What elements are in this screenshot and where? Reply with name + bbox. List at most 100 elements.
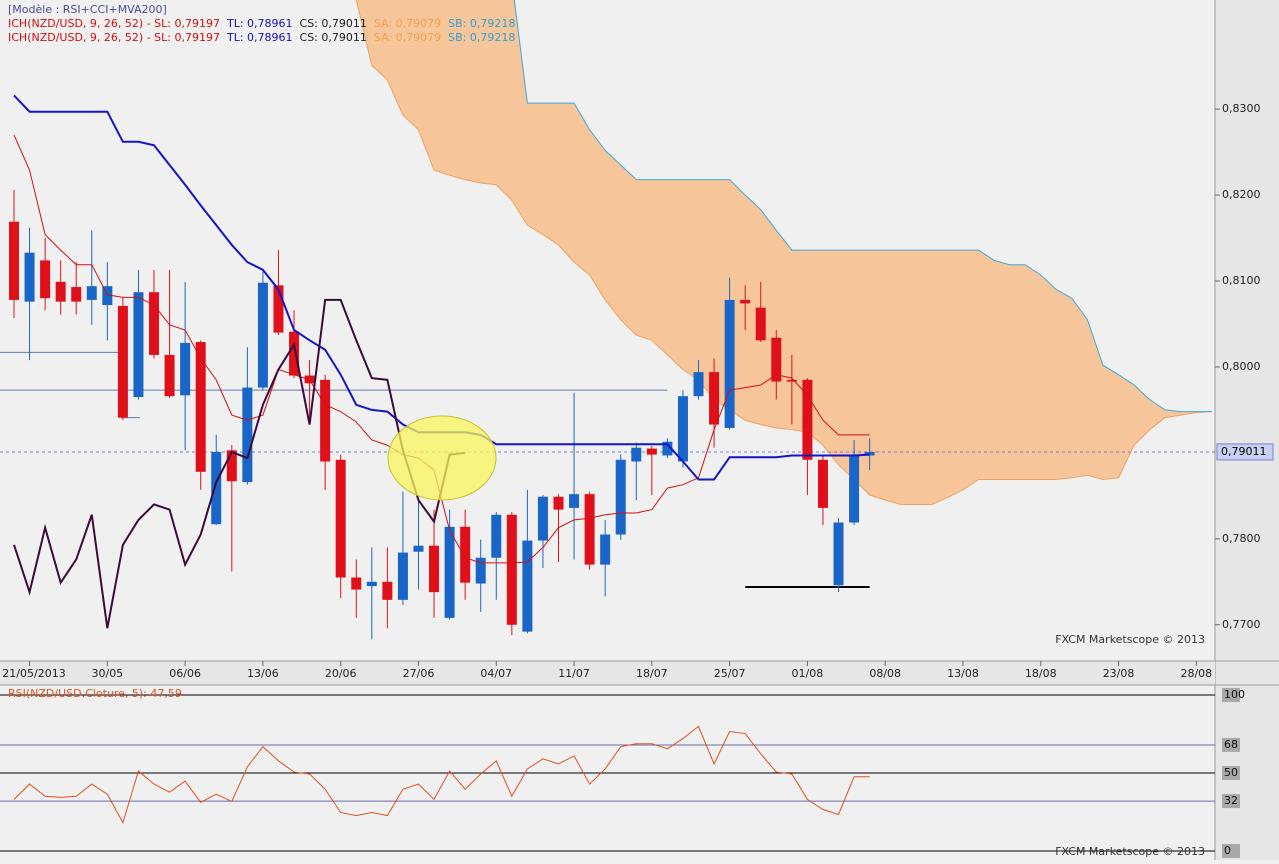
x-tick-label: 06/06 (169, 667, 201, 680)
candle-body (86, 286, 97, 300)
candle-body (600, 534, 611, 565)
x-tick-label: 13/06 (247, 667, 279, 680)
x-tick-label: 18/07 (636, 667, 668, 680)
last-price-label: 0,79011 (1221, 445, 1267, 458)
rsi-line (13, 725, 870, 824)
candle-body (460, 526, 471, 583)
candle-body (164, 354, 175, 397)
y-tick-label: 0,8300 (1222, 102, 1261, 115)
candle-body (149, 292, 160, 355)
x-tick-label: 20/06 (325, 667, 357, 680)
candle-body (9, 221, 20, 300)
watermark: FXCM Marketscope © 2013 (1055, 845, 1205, 858)
candle-body (242, 387, 253, 483)
candle-body (802, 379, 813, 460)
x-tick-label: 04/07 (480, 667, 512, 680)
candle-body (211, 452, 222, 525)
y-tick-label: 0,8200 (1222, 188, 1261, 201)
senkou-b (513, 0, 1212, 413)
x-tick-label: 18/08 (1025, 667, 1057, 680)
candle-body (335, 459, 346, 578)
candle-body (351, 577, 362, 590)
candle-body (537, 496, 548, 541)
y-tick-box (1222, 737, 1240, 752)
candle-body (397, 552, 408, 600)
candle-body (677, 396, 688, 462)
legend-entry: TL: 0,78961 (226, 31, 293, 44)
watermark: FXCM Marketscope © 2013 (1055, 633, 1205, 646)
y-tick-label: 0,7700 (1222, 618, 1261, 631)
candle-body (289, 331, 300, 376)
y-tick-box (1222, 843, 1240, 858)
senkou-a (355, 0, 1212, 505)
legend-entry: ICH(NZD/USD, 9, 26, 52) - SL: 0,79197 (8, 31, 220, 44)
candle-body (522, 540, 533, 632)
candle-body (786, 379, 797, 382)
candle-body (24, 252, 35, 302)
candle-body (724, 299, 735, 428)
candle-body (475, 557, 486, 584)
candle-body (506, 514, 517, 625)
x-tick-label: 27/06 (403, 667, 435, 680)
candle-body (584, 494, 595, 565)
x-tick-label: 13/08 (947, 667, 979, 680)
candle-body (257, 282, 268, 388)
candle-body (771, 337, 782, 382)
candle-body (195, 342, 206, 472)
candle-body (40, 260, 51, 299)
cloud (356, 0, 1212, 505)
candle-body (615, 459, 626, 535)
candle-body (366, 581, 377, 587)
legend-entry: CS: 0,79011 (300, 31, 367, 44)
candle-body (273, 285, 284, 333)
legend-entry: CS: 0,79011 (300, 17, 367, 30)
legend-entry: SB: 0,79218 (448, 31, 515, 44)
candle-body (662, 441, 673, 456)
candle-body (102, 286, 113, 306)
candle-body (491, 514, 502, 558)
legend-entry: SA: 0,79079 (374, 31, 441, 44)
candle-body (755, 307, 766, 341)
legend-entry: SA: 0,79079 (374, 17, 441, 30)
x-tick-label: 08/08 (869, 667, 901, 680)
y-tick-box (1222, 766, 1240, 781)
candle-body (849, 454, 860, 523)
candle-body (117, 305, 128, 418)
legend-entry: ICH(NZD/USD, 9, 26, 52) - SL: 0,79197 (8, 17, 220, 30)
candle-body (429, 545, 440, 593)
x-tick-label: 25/07 (714, 667, 746, 680)
legend-entry: TL: 0,78961 (226, 17, 293, 30)
candle-body (382, 581, 393, 600)
candle-body (413, 545, 424, 552)
y-tick-box (1222, 794, 1240, 809)
x-tick-label: 01/08 (792, 667, 824, 680)
indicator-line (13, 298, 466, 629)
y-tick-label: 0 (1224, 844, 1231, 857)
candle-body (740, 299, 751, 304)
x-tick-label: 30/05 (91, 667, 123, 680)
y-tick-label: 0,7800 (1222, 532, 1261, 545)
candle-body (55, 281, 66, 302)
x-axis-strip (0, 661, 1215, 685)
candle-body (444, 526, 455, 618)
candle-body (71, 287, 82, 302)
legend-line: ICH(NZD/USD, 9, 26, 52) - SL: 0,79197 TL:… (8, 17, 515, 30)
candle-body (226, 450, 237, 482)
candle-body (646, 448, 657, 455)
candle-body (693, 372, 704, 397)
rsi-plot (13, 725, 870, 824)
candle-body (833, 522, 844, 586)
legend-line: ICH(NZD/USD, 9, 26, 52) - SL: 0,79197 TL:… (8, 31, 515, 44)
y-tick-label: 0,8000 (1222, 360, 1261, 373)
legend-entry: SB: 0,79218 (448, 17, 515, 30)
candle-body (180, 342, 191, 396)
x-tick-label: 11/07 (558, 667, 590, 680)
y-tick-label: 0,8100 (1222, 274, 1261, 287)
x-tick-label: 21/05/2013 (2, 667, 65, 680)
candle-body (553, 496, 564, 510)
y-tick-label: 100 (1224, 688, 1245, 701)
candle-body (320, 379, 331, 462)
rsi-title: RSI(NZD/USD.Cloture, 5): 47,59 (8, 687, 182, 700)
